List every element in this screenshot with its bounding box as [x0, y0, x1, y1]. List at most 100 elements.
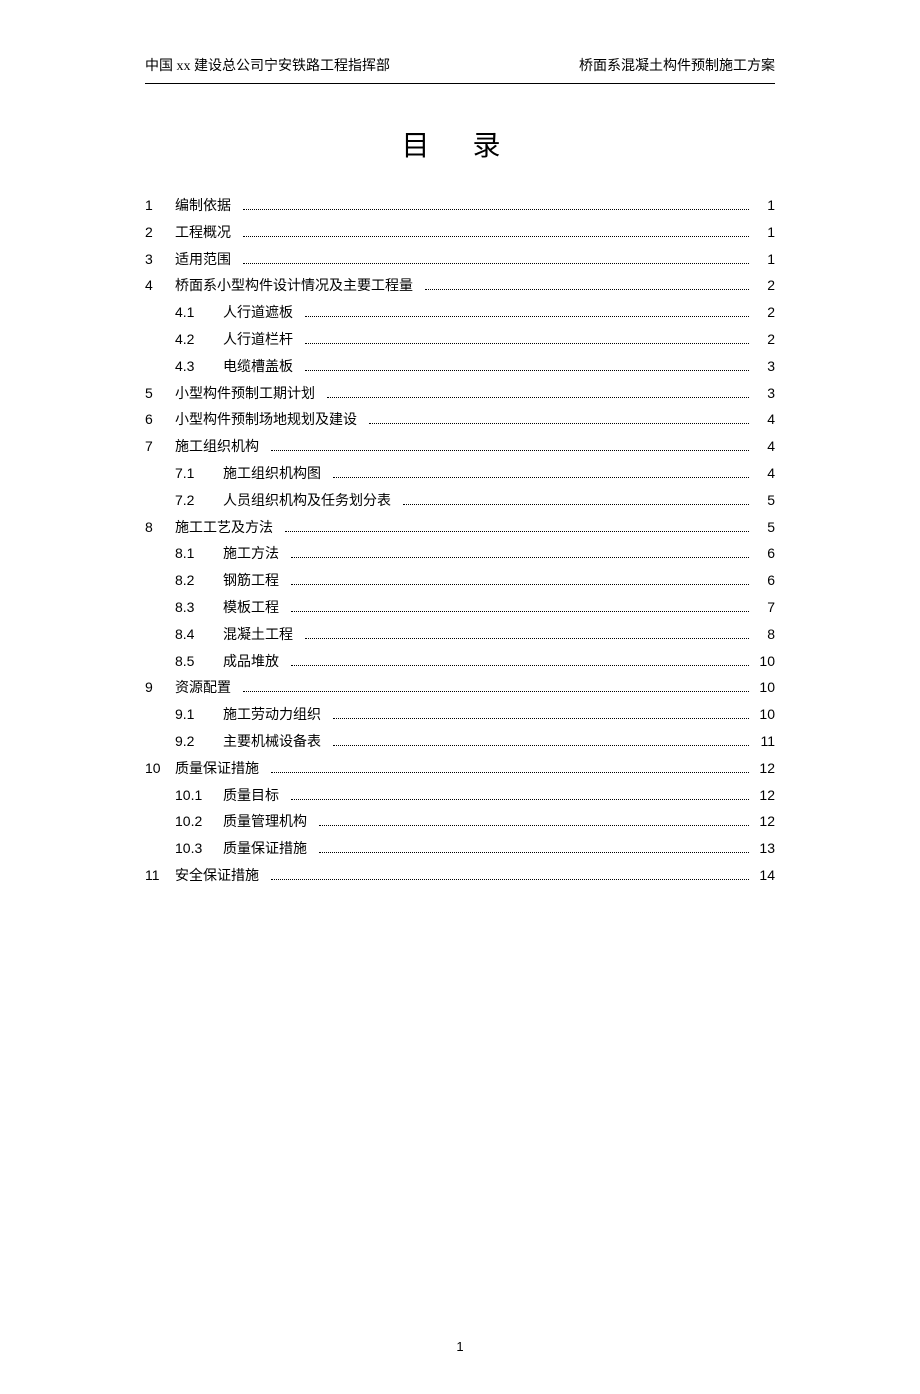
toc-entry-page: 14: [755, 864, 775, 888]
toc-entry: 8.3模板工程7: [145, 596, 775, 621]
toc-dots: [305, 343, 749, 344]
toc-dots: [243, 691, 749, 692]
toc-entry-label: 安全保证措施: [175, 865, 259, 889]
toc-entry-page: 12: [755, 810, 775, 834]
toc-entry-label: 质量管理机构: [223, 811, 307, 835]
toc-dots: [305, 370, 749, 371]
toc-entry: 2工程概况1: [145, 221, 775, 246]
toc-entry-page: 2: [755, 301, 775, 325]
toc-entry-number: 7.1: [175, 462, 223, 486]
toc-dots: [291, 557, 749, 558]
toc-dots: [403, 504, 749, 505]
toc-entry: 8.5成品堆放10: [145, 650, 775, 675]
toc-entry: 7.2人员组织机构及任务划分表 5: [145, 489, 775, 514]
toc-entry: 8.1施工方法6: [145, 542, 775, 567]
toc-entry-page: 11: [755, 730, 775, 754]
toc-entry-label: 小型构件预制场地规划及建设: [175, 409, 357, 433]
toc-dots: [291, 665, 749, 666]
toc-dots: [285, 531, 749, 532]
toc-entry-label: 施工方法: [223, 543, 279, 567]
toc-entry: 10.1质量目标12: [145, 784, 775, 809]
toc-entry-label: 模板工程: [223, 597, 279, 621]
toc-entry: 9资源配置10: [145, 676, 775, 701]
toc-dots: [243, 209, 749, 210]
toc-entry-number: 7.2: [175, 489, 223, 513]
toc-entry-page: 2: [755, 328, 775, 352]
toc-entry-page: 3: [755, 382, 775, 406]
toc-entry-label: 质量保证措施: [175, 758, 259, 782]
toc-entry-number: 8.2: [175, 569, 223, 593]
toc-entry-number: 11: [145, 864, 175, 888]
toc-entry: 4.3电缆槽盖板3: [145, 355, 775, 380]
toc-entry-label: 人行道栏杆: [223, 329, 293, 353]
toc-entry-label: 人员组织机构及任务划分表: [223, 490, 391, 514]
toc-entry-page: 4: [755, 462, 775, 486]
toc-entry-number: 4.3: [175, 355, 223, 379]
toc-dots: [333, 718, 749, 719]
page-header: 中国 xx 建设总公司宁安铁路工程指挥部 桥面系混凝土构件预制施工方案: [145, 55, 775, 84]
toc-entry-label: 质量目标: [223, 785, 279, 809]
toc-entry-page: 2: [755, 274, 775, 298]
toc-entry-page: 6: [755, 569, 775, 593]
toc-entry-number: 10.2: [175, 810, 223, 834]
toc-entry-number: 9.2: [175, 730, 223, 754]
toc-entry-number: 6: [145, 408, 175, 432]
toc-entry-label: 资源配置: [175, 677, 231, 701]
toc-dots: [243, 236, 749, 237]
toc-dots: [271, 879, 749, 880]
toc-entry-page: 13: [755, 837, 775, 861]
toc-entry-page: 12: [755, 784, 775, 808]
toc-entry: 5小型构件预制工期计划 3: [145, 382, 775, 407]
toc-entry-label: 主要机械设备表: [223, 731, 321, 755]
toc-entry: 8.2钢筋工程 6: [145, 569, 775, 594]
toc-entry-number: 8.5: [175, 650, 223, 674]
toc-entry-label: 小型构件预制工期计划: [175, 383, 315, 407]
toc-entry-number: 10.3: [175, 837, 223, 861]
toc-dots: [271, 450, 749, 451]
toc-entry: 4桥面系小型构件设计情况及主要工程量2: [145, 274, 775, 299]
toc-entry: 7.1施工组织机构图4: [145, 462, 775, 487]
toc-entry-label: 施工工艺及方法: [175, 517, 273, 541]
header-left: 中国 xx 建设总公司宁安铁路工程指挥部: [145, 55, 390, 75]
toc-entry-page: 4: [755, 435, 775, 459]
toc-entry-number: 2: [145, 221, 175, 245]
page-number: 1: [145, 1339, 775, 1354]
toc-entry: 1编制依据1: [145, 194, 775, 219]
toc-dots: [333, 745, 749, 746]
toc-dots: [305, 316, 749, 317]
toc-entry-page: 1: [755, 248, 775, 272]
toc-entry-label: 编制依据: [175, 195, 231, 219]
toc-dots: [369, 423, 749, 424]
toc-dots: [291, 584, 749, 585]
toc-container: 1编制依据12工程概况13适用范围14桥面系小型构件设计情况及主要工程量24.1…: [145, 194, 775, 889]
toc-entry-page: 8: [755, 623, 775, 647]
toc-entry-label: 钢筋工程: [223, 570, 279, 594]
toc-entry-page: 6: [755, 542, 775, 566]
toc-entry-number: 9: [145, 676, 175, 700]
toc-entry: 9.2主要机械设备表 11: [145, 730, 775, 755]
toc-entry: 3适用范围1: [145, 248, 775, 273]
toc-entry: 4.1人行道遮板 2: [145, 301, 775, 326]
toc-entry-label: 人行道遮板: [223, 302, 293, 326]
toc-dots: [291, 611, 749, 612]
toc-dots: [305, 638, 749, 639]
toc-dots: [425, 289, 749, 290]
toc-entry-label: 施工劳动力组织: [223, 704, 321, 728]
toc-entry-page: 5: [755, 489, 775, 513]
toc-entry: 4.2人行道栏杆2: [145, 328, 775, 353]
toc-entry-number: 8.3: [175, 596, 223, 620]
toc-entry-number: 8.4: [175, 623, 223, 647]
toc-dots: [291, 799, 749, 800]
toc-entry: 7施工组织机构4: [145, 435, 775, 460]
toc-entry-page: 4: [755, 408, 775, 432]
toc-entry: 8施工工艺及方法5: [145, 516, 775, 541]
toc-entry: 10质量保证措施12: [145, 757, 775, 782]
header-right: 桥面系混凝土构件预制施工方案: [579, 55, 775, 75]
toc-entry-label: 适用范围: [175, 249, 231, 273]
toc-entry-number: 5: [145, 382, 175, 406]
toc-entry: 8.4混凝土工程8: [145, 623, 775, 648]
toc-entry-page: 10: [755, 650, 775, 674]
toc-entry-number: 4.1: [175, 301, 223, 325]
toc-entry: 10.3质量保证措施13: [145, 837, 775, 862]
toc-entry-label: 工程概况: [175, 222, 231, 246]
